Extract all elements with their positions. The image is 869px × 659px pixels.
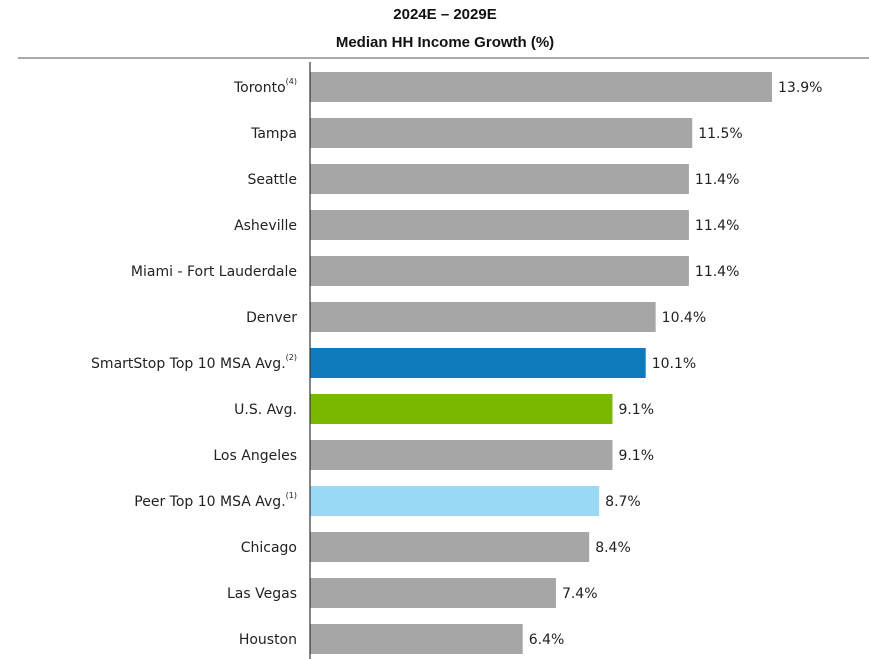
category-footnote: (2) — [286, 353, 297, 362]
category-label: Seattle — [247, 172, 297, 188]
category-label: Los Angeles — [213, 448, 297, 464]
value-label: 8.7% — [605, 494, 641, 510]
value-label: 6.4% — [529, 632, 565, 648]
category-name: Asheville — [234, 218, 297, 234]
category-label: Chicago — [241, 540, 297, 556]
category-label: U.S. Avg. — [234, 402, 297, 418]
bar — [310, 394, 613, 424]
bar — [310, 532, 590, 562]
category-name: Houston — [239, 632, 297, 648]
bar — [310, 302, 656, 332]
category-label: Houston — [239, 632, 297, 648]
bar — [310, 348, 646, 378]
category-name: Peer Top 10 MSA Avg. — [134, 494, 285, 510]
value-label: 7.4% — [562, 586, 598, 602]
category-label: Asheville — [234, 218, 297, 234]
category-name: Tampa — [250, 126, 297, 142]
category-label: Denver — [246, 310, 297, 326]
bar — [310, 164, 689, 194]
value-label: 11.5% — [698, 126, 742, 142]
category-label: Peer Top 10 MSA Avg.(1) — [134, 491, 297, 511]
category-name: Los Angeles — [213, 448, 297, 464]
value-label: 10.1% — [652, 356, 696, 372]
value-label: 11.4% — [695, 218, 739, 234]
bar — [310, 578, 556, 608]
category-name: Chicago — [241, 540, 297, 556]
value-label: 9.1% — [618, 448, 654, 464]
category-footnote: (1) — [286, 491, 297, 500]
category-label: Miami - Fort Lauderdale — [131, 264, 297, 280]
bar — [310, 486, 600, 516]
category-footnote: (4) — [286, 77, 297, 86]
category-label: Toronto(4) — [233, 77, 297, 97]
category-name: Miami - Fort Lauderdale — [131, 264, 297, 280]
bar — [310, 256, 689, 286]
category-label: SmartStop Top 10 MSA Avg.(2) — [91, 353, 297, 373]
chart-title: 2024E – 2029E — [393, 6, 496, 23]
category-name: Seattle — [247, 172, 297, 188]
bar — [310, 440, 613, 470]
category-name: Denver — [246, 310, 297, 326]
value-label: 11.4% — [695, 264, 739, 280]
bar — [310, 118, 693, 148]
value-label: 8.4% — [595, 540, 631, 556]
bar — [310, 624, 523, 654]
value-label: 11.4% — [695, 172, 739, 188]
value-label: 13.9% — [778, 80, 822, 96]
category-name: Las Vegas — [227, 586, 297, 602]
value-label: 10.4% — [662, 310, 706, 326]
category-label: Las Vegas — [227, 586, 297, 602]
category-name: Toronto — [233, 80, 286, 96]
category-name: SmartStop Top 10 MSA Avg. — [91, 356, 286, 372]
category-name: U.S. Avg. — [234, 402, 297, 418]
value-label: 9.1% — [618, 402, 654, 418]
bar — [310, 72, 772, 102]
chart-subtitle: Median HH Income Growth (%) — [336, 34, 554, 51]
category-label: Tampa — [250, 126, 297, 142]
bar — [310, 210, 689, 240]
